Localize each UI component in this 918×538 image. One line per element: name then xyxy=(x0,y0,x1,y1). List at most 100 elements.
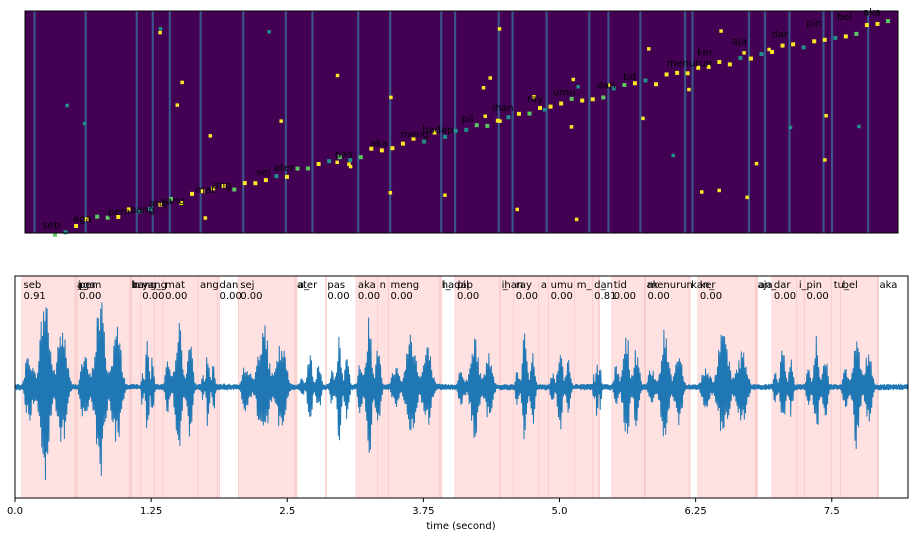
alignment-point xyxy=(569,96,574,101)
alignment-point xyxy=(569,125,574,129)
alignment-point xyxy=(685,71,690,76)
token-label: meng xyxy=(400,130,429,141)
alignment-point xyxy=(267,29,271,34)
segment-label: ray xyxy=(516,280,532,291)
alignment-point xyxy=(180,80,184,85)
segment-label: meng xyxy=(391,280,420,291)
alignment-point xyxy=(823,158,827,162)
alignment-point xyxy=(622,82,627,87)
segment-label: aka xyxy=(358,280,376,291)
token-label: aka xyxy=(370,138,388,149)
segment-label: mat xyxy=(165,280,185,291)
alignment-point xyxy=(242,181,247,186)
alignment-point xyxy=(295,166,300,171)
alignment-point xyxy=(443,134,448,139)
alignment-point xyxy=(126,207,131,212)
x-axis-label: time (second) xyxy=(426,521,495,532)
alignment-point xyxy=(574,217,579,222)
alignment-point xyxy=(443,193,447,197)
alignment-point xyxy=(647,47,651,51)
token-label: ray xyxy=(527,94,543,105)
segment-score: 0.00 xyxy=(327,291,349,302)
alignment-point xyxy=(699,190,704,194)
token-label: pas xyxy=(335,150,353,161)
segment-score: 0.00 xyxy=(142,291,164,302)
segment-score: 0.00 xyxy=(240,291,262,302)
segment-score: 0.00 xyxy=(516,291,538,302)
alignment-point xyxy=(411,136,416,141)
x-tick-label: 1.25 xyxy=(140,506,162,517)
alignment-point xyxy=(200,189,205,194)
alignment-point xyxy=(158,30,162,35)
alignment-point xyxy=(316,161,321,166)
segment-label: j_ xyxy=(77,280,87,291)
segment-label: _ xyxy=(502,280,509,291)
alignment-point xyxy=(607,83,612,88)
alignment-point xyxy=(727,62,732,67)
token-label: aka xyxy=(863,7,881,18)
alignment-point xyxy=(147,207,152,212)
alignment-point xyxy=(453,128,458,133)
alignment-point xyxy=(833,35,838,40)
alignment-point xyxy=(369,146,374,151)
segment-label: dan xyxy=(220,280,239,291)
alignment-point xyxy=(53,232,57,237)
token-label: ang xyxy=(149,198,168,209)
alignment-point xyxy=(742,51,746,55)
alignment-point xyxy=(506,115,511,120)
segment-score: 0.81 xyxy=(594,291,616,302)
x-tick-label: 0.0 xyxy=(7,506,23,517)
alignment-point xyxy=(580,98,585,103)
segment-score: 0.00 xyxy=(220,291,242,302)
segment-label: a_ xyxy=(298,280,310,291)
token-label: tid xyxy=(623,72,636,83)
segment-label: i_ xyxy=(443,280,452,291)
segment-label: m_ xyxy=(577,280,593,291)
segment-label: menurun xyxy=(648,280,693,291)
alignment-point xyxy=(306,166,311,171)
alignment-point xyxy=(422,139,427,144)
alignment-point xyxy=(82,121,87,126)
token-label: pem xyxy=(108,207,130,218)
token-label: dan xyxy=(597,81,616,92)
alignment-point xyxy=(263,178,268,183)
token-label: ihan xyxy=(492,103,514,114)
segment-label: bang xyxy=(131,280,156,291)
waveform-frame xyxy=(14,275,909,499)
segment-label: bel xyxy=(842,280,857,291)
alignment-point xyxy=(571,77,576,82)
alignment-point xyxy=(812,39,817,44)
alignment-point xyxy=(65,103,69,108)
segment-label: _ xyxy=(155,280,162,291)
alignment-point xyxy=(74,223,79,228)
alignment-point xyxy=(335,160,339,165)
alignment-point xyxy=(485,123,490,128)
alignment-point xyxy=(337,155,342,160)
segment-label: aja xyxy=(758,280,773,291)
alignment-point xyxy=(116,214,121,219)
segment-label: n xyxy=(134,280,140,291)
segment-score: 0.00 xyxy=(700,291,722,302)
alignment-point xyxy=(274,174,279,179)
segment-label: aga xyxy=(77,280,96,291)
segment-label: pem xyxy=(79,280,101,291)
segment-label: dar xyxy=(774,280,791,291)
alignment-point xyxy=(516,111,521,116)
token-label: menurun xyxy=(667,59,712,70)
alignment-point xyxy=(348,158,353,163)
alignment-point xyxy=(488,76,492,80)
alignment-point xyxy=(632,81,637,86)
segment-label: n xyxy=(380,280,386,291)
token-label: pil xyxy=(462,114,474,125)
alignment-point xyxy=(754,161,759,166)
alignment-point xyxy=(675,70,680,75)
segment-label: tid xyxy=(614,280,627,291)
alignment-point xyxy=(190,191,195,196)
alignment-point xyxy=(717,188,721,193)
alignment-point xyxy=(63,230,68,235)
alignment-point xyxy=(791,42,796,47)
token-label: aga xyxy=(73,214,92,225)
